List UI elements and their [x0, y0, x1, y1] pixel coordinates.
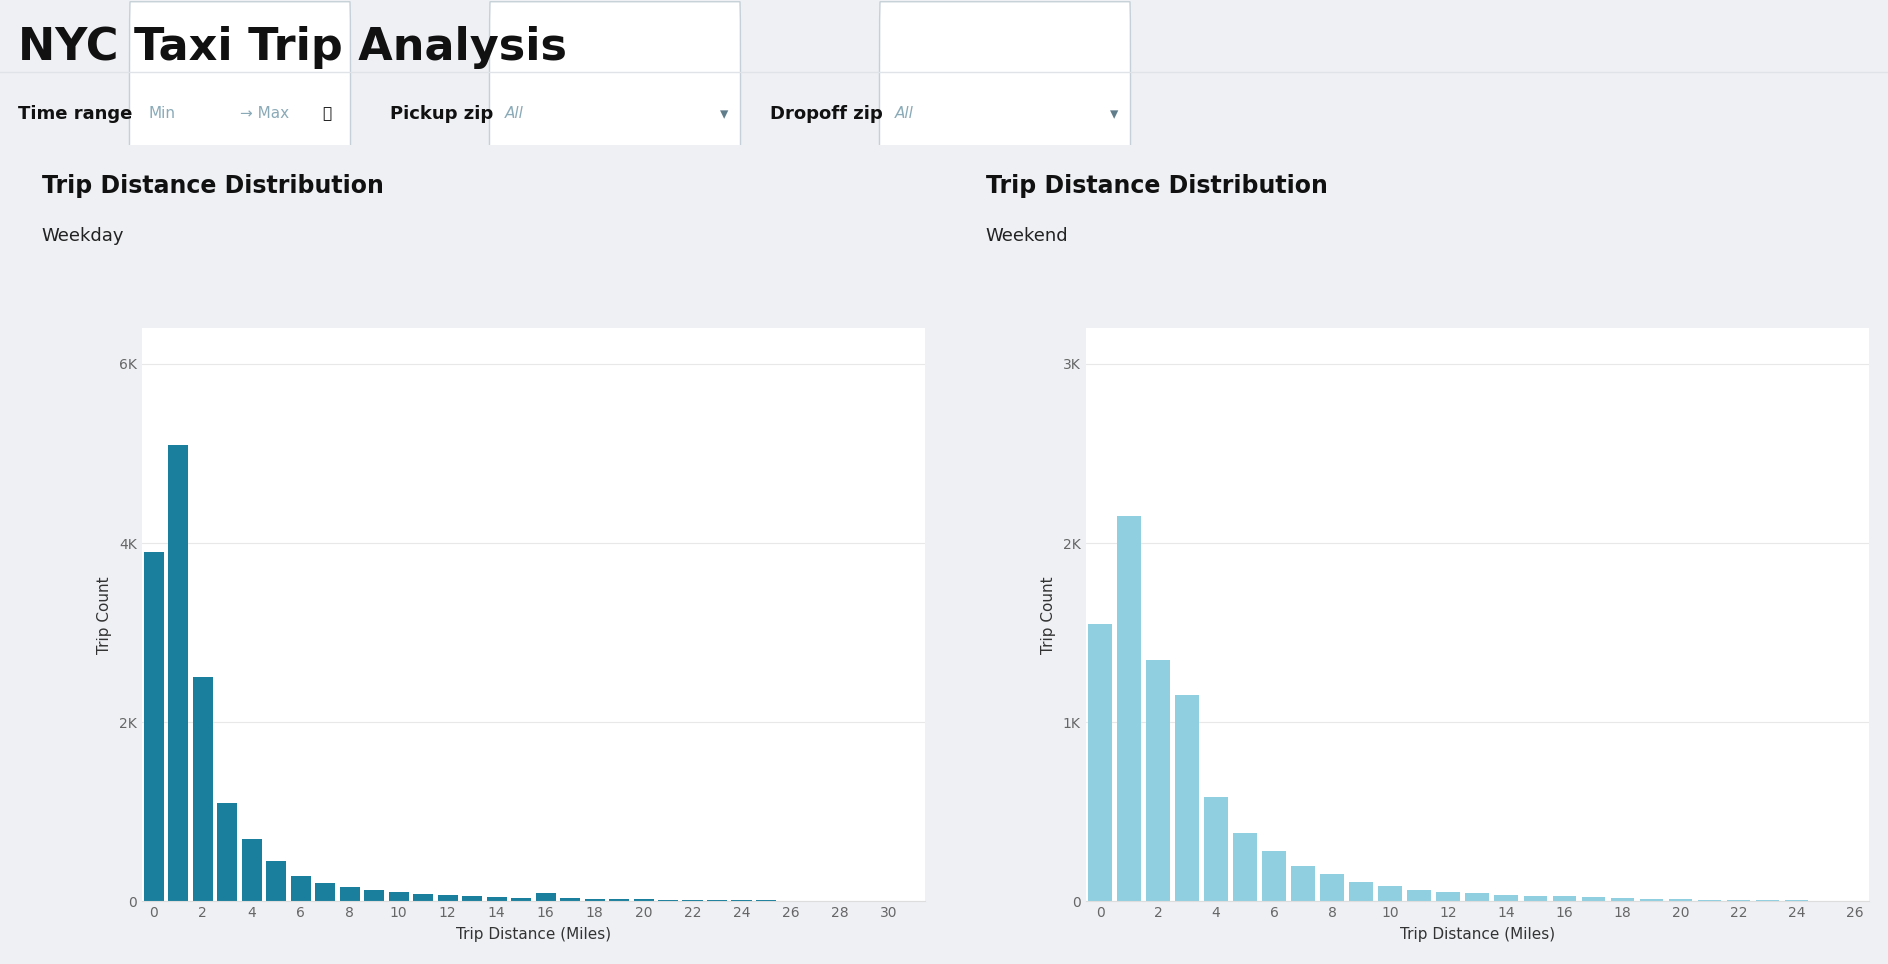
Text: Weekend: Weekend: [986, 227, 1069, 245]
Y-axis label: Trip Count: Trip Count: [96, 576, 111, 654]
Bar: [1495, 895, 1518, 901]
Text: All: All: [504, 106, 523, 121]
Bar: [487, 897, 506, 901]
Bar: [242, 839, 262, 901]
Bar: [1524, 896, 1548, 901]
Bar: [1174, 695, 1199, 901]
FancyBboxPatch shape: [489, 2, 740, 226]
Text: ▾: ▾: [719, 105, 729, 122]
Bar: [315, 882, 336, 901]
Bar: [340, 887, 361, 901]
Bar: [561, 898, 580, 901]
Bar: [1118, 517, 1140, 901]
Bar: [143, 552, 164, 901]
Bar: [659, 899, 678, 901]
Bar: [512, 897, 531, 901]
Text: NYC Taxi Trip Analysis: NYC Taxi Trip Analysis: [19, 26, 566, 69]
Bar: [1552, 897, 1576, 901]
Bar: [1610, 897, 1635, 901]
Bar: [1669, 899, 1692, 901]
Text: Time range: Time range: [19, 105, 132, 122]
Text: Dropoff zip: Dropoff zip: [770, 105, 884, 122]
Bar: [706, 900, 727, 901]
X-axis label: Trip Distance (Miles): Trip Distance (Miles): [455, 927, 612, 942]
Text: → Max: → Max: [240, 106, 289, 121]
Bar: [1582, 897, 1605, 901]
Bar: [1233, 833, 1257, 901]
Bar: [1728, 900, 1750, 901]
Text: Min: Min: [147, 106, 176, 121]
Bar: [438, 895, 457, 901]
Bar: [1146, 659, 1171, 901]
Text: Weekday: Weekday: [42, 227, 125, 245]
Bar: [463, 896, 481, 901]
Bar: [389, 893, 408, 901]
Bar: [1291, 866, 1316, 901]
Bar: [1320, 874, 1344, 901]
Text: Trip Distance Distribution: Trip Distance Distribution: [42, 174, 383, 198]
Text: All: All: [895, 106, 914, 121]
Bar: [168, 444, 189, 901]
Text: Trip Distance Distribution: Trip Distance Distribution: [986, 174, 1327, 198]
FancyBboxPatch shape: [130, 2, 351, 226]
Bar: [1350, 882, 1373, 901]
Bar: [1407, 890, 1431, 901]
Text: Pickup zip: Pickup zip: [391, 105, 493, 122]
Bar: [1263, 851, 1286, 901]
Bar: [731, 900, 751, 901]
Bar: [1697, 899, 1722, 901]
Bar: [536, 894, 555, 901]
Bar: [1378, 886, 1403, 901]
Bar: [610, 898, 629, 901]
Bar: [1756, 900, 1780, 901]
Bar: [413, 895, 432, 901]
X-axis label: Trip Distance (Miles): Trip Distance (Miles): [1399, 927, 1556, 942]
Bar: [217, 803, 238, 901]
Text: 📅: 📅: [323, 106, 330, 121]
FancyBboxPatch shape: [880, 2, 1131, 226]
Bar: [1087, 624, 1112, 901]
Bar: [1205, 797, 1227, 901]
Bar: [193, 678, 213, 901]
Bar: [291, 876, 312, 901]
Text: ▾: ▾: [1110, 105, 1118, 122]
Bar: [585, 898, 604, 901]
Bar: [682, 899, 702, 901]
Bar: [634, 899, 653, 901]
Bar: [1437, 893, 1459, 901]
Bar: [266, 861, 287, 901]
Bar: [364, 890, 385, 901]
Y-axis label: Trip Count: Trip Count: [1040, 576, 1055, 654]
Bar: [1639, 898, 1663, 901]
Bar: [1465, 894, 1490, 901]
